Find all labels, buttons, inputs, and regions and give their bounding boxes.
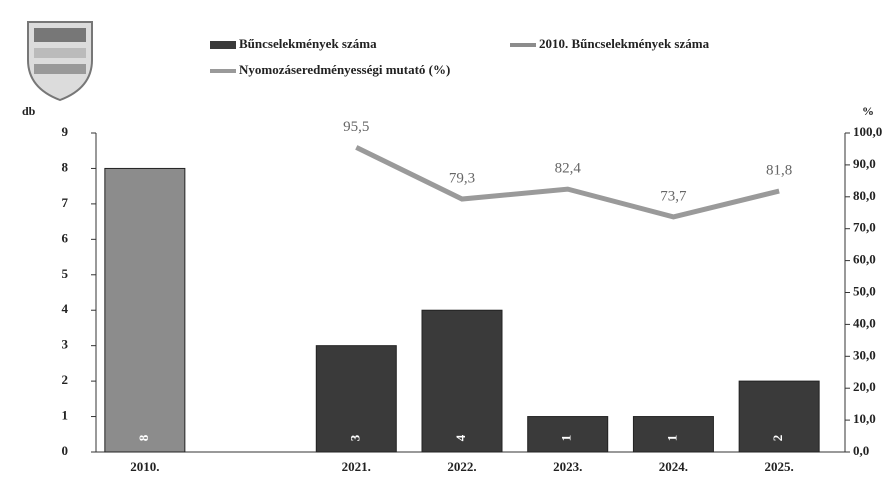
x-tick-label: 2010. bbox=[130, 459, 159, 474]
bar bbox=[633, 417, 713, 452]
legend-swatch bbox=[210, 41, 236, 49]
bar-value-label: 4 bbox=[453, 434, 468, 441]
legend-label: 2010. Bűncselekmények száma bbox=[539, 36, 710, 51]
y-tick-label: 4 bbox=[62, 301, 69, 316]
y-tick-label: 3 bbox=[62, 337, 69, 352]
bar bbox=[528, 417, 608, 452]
chart: db % 01234567890,010,020,030,040,050,060… bbox=[0, 0, 895, 497]
y2-tick-label: 20,0 bbox=[853, 379, 876, 394]
y2-tick-label: 50,0 bbox=[853, 283, 876, 298]
bar bbox=[105, 168, 185, 452]
y2-axis-label: % bbox=[862, 104, 874, 118]
x-tick-label: 2021. bbox=[342, 459, 371, 474]
y-tick-label: 1 bbox=[62, 408, 69, 423]
y2-tick-label: 90,0 bbox=[853, 156, 876, 171]
x-tick-label: 2022. bbox=[447, 459, 476, 474]
line-value-label: 73,7 bbox=[660, 188, 687, 204]
x-tick-label: 2024. bbox=[659, 459, 688, 474]
y2-tick-label: 10,0 bbox=[853, 411, 876, 426]
y2-tick-label: 100,0 bbox=[853, 124, 882, 139]
line-value-label: 79,3 bbox=[449, 170, 475, 186]
x-tick-label: 2025. bbox=[765, 459, 794, 474]
y2-tick-label: 70,0 bbox=[853, 220, 876, 235]
bar-value-label: 3 bbox=[347, 434, 362, 441]
y2-tick-label: 80,0 bbox=[853, 188, 876, 203]
y-tick-label: 7 bbox=[62, 195, 69, 210]
line-value-label: 82,4 bbox=[555, 161, 582, 177]
y2-tick-label: 60,0 bbox=[853, 252, 876, 267]
legend-label: Nyomozáseredményességi mutató (%) bbox=[239, 62, 450, 77]
y-tick-label: 9 bbox=[62, 124, 69, 139]
y2-tick-label: 30,0 bbox=[853, 347, 876, 362]
y-tick-label: 0 bbox=[62, 443, 69, 458]
y-tick-label: 5 bbox=[62, 266, 69, 281]
x-tick-label: 2023. bbox=[553, 459, 582, 474]
bar-value-label: 8 bbox=[136, 434, 151, 441]
bar-value-label: 1 bbox=[664, 435, 679, 442]
legend-label: Bűncselekmények száma bbox=[239, 36, 377, 51]
y-tick-label: 2 bbox=[62, 372, 69, 387]
bar-value-label: 1 bbox=[559, 435, 574, 442]
y-tick-label: 6 bbox=[62, 230, 69, 245]
y2-tick-label: 40,0 bbox=[853, 315, 876, 330]
y-tick-label: 8 bbox=[62, 159, 69, 174]
bar bbox=[422, 310, 502, 452]
y2-tick-label: 0,0 bbox=[853, 443, 869, 458]
y-axis-label: db bbox=[22, 104, 36, 118]
bar-value-label: 2 bbox=[770, 435, 785, 442]
line-value-label: 81,8 bbox=[766, 162, 792, 178]
line-value-label: 95,5 bbox=[343, 119, 369, 135]
